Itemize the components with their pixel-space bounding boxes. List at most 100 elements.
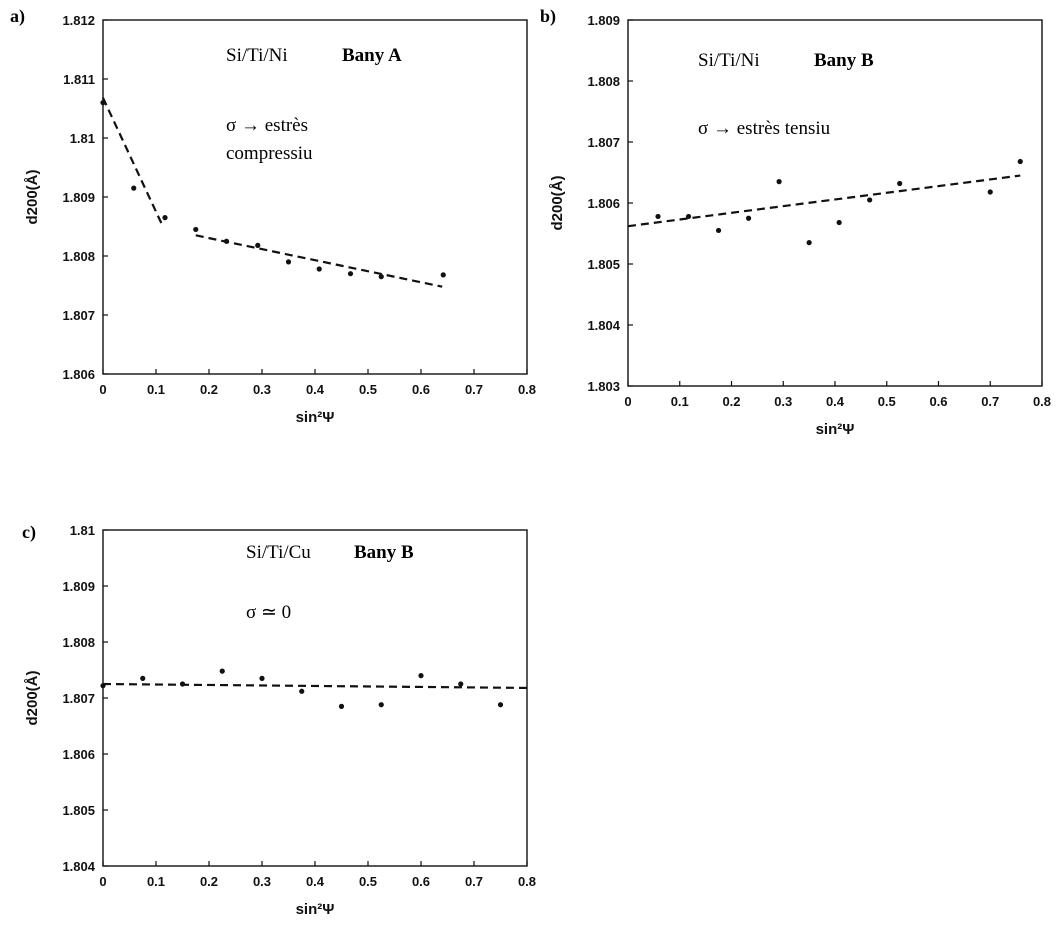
y-tick-label: 1.806: [587, 196, 620, 211]
y-tick-label: 1.807: [62, 691, 95, 706]
x-tick-label: 0.8: [518, 382, 536, 397]
data-point: [836, 219, 842, 226]
y-tick-label: 1.808: [62, 635, 95, 650]
x-tick-label: 0.4: [306, 874, 325, 889]
stress-label: σ → estrès: [226, 115, 308, 136]
x-tick-label: 0.3: [253, 874, 271, 889]
data-point: [219, 668, 225, 674]
x-tick-label: 0: [99, 382, 106, 397]
sample-label: Si/Ti/Ni: [226, 45, 288, 66]
x-tick-label: 0: [99, 874, 106, 889]
x-axis-label: sin²Ψ: [296, 409, 335, 426]
plot-frame: [627, 19, 1043, 387]
data-point: [440, 272, 446, 278]
data-point: [162, 215, 168, 221]
x-tick-label: 0.5: [359, 382, 377, 397]
data-point: [497, 702, 504, 708]
data-point: [100, 683, 106, 689]
data-point: [897, 180, 903, 187]
data-point: [715, 227, 722, 234]
data-point: [806, 240, 812, 246]
data-point: [179, 681, 186, 687]
bath-label: Bany B: [354, 542, 414, 563]
data-point: [987, 189, 993, 195]
chart-panel-a: a) 0 0.1 0.2 0.3 0.4 0.5 0.6 0.7 0.8 1.806 1.807 1.8…: [10, 6, 536, 426]
x-tick-label: 0.2: [722, 394, 740, 409]
data-point: [745, 215, 752, 221]
panel-label: a): [10, 6, 25, 27]
data-point: [378, 702, 384, 708]
x-tick-label: 0.8: [1033, 394, 1051, 409]
y-tick-label: 1.812: [62, 13, 95, 28]
data-point: [131, 185, 137, 191]
data-point: [193, 226, 199, 233]
x-tick-label: 0.6: [412, 874, 430, 889]
y-tick-label: 1.811: [63, 72, 95, 87]
stress-label: σ → estrès tensiu: [698, 118, 831, 139]
y-axis-label: d200(Å): [549, 175, 566, 230]
y-tick-label: 1.805: [587, 257, 620, 272]
x-tick-label: 0.7: [465, 382, 483, 397]
x-tick-label: 0.1: [147, 382, 165, 397]
x-tick-label: 0.3: [253, 382, 271, 397]
x-tick-label: 0.4: [826, 394, 845, 409]
x-tick-label: 0.2: [200, 874, 218, 889]
sample-label: Si/Ti/Cu: [246, 542, 311, 563]
fit-line: [102, 682, 528, 690]
x-tick-label: 0.7: [465, 874, 483, 889]
x-tick-label: 0: [624, 394, 631, 409]
data-point: [338, 703, 345, 710]
y-tick-label: 1.805: [62, 803, 95, 818]
bath-label: Bany B: [814, 50, 874, 71]
data-point: [285, 259, 292, 265]
plot-frame: [102, 19, 528, 375]
data-point: [867, 197, 873, 203]
x-tick-label: 0.5: [878, 394, 896, 409]
y-tick-label: 1.808: [587, 74, 620, 89]
chart-panel-b: b) 0 0.1 0.2 0.3 0.4 0.5 0.6 0.7 0.8 1.803 1.804 1.8…: [540, 6, 1051, 438]
y-tick-label: 1.807: [587, 135, 620, 150]
y-tick-label: 1.809: [62, 579, 95, 594]
x-tick-label: 0.6: [412, 382, 430, 397]
data-point: [655, 213, 661, 220]
stress-label: σ ≃ 0: [246, 602, 291, 623]
x-tick-label: 0.4: [306, 382, 325, 397]
data-point: [100, 100, 106, 106]
y-tick-label: 1.809: [587, 13, 620, 28]
x-tick-label: 0.1: [671, 394, 689, 409]
fit-line: [102, 97, 164, 226]
fit-line: [627, 174, 1021, 228]
y-tick-label: 1.81: [70, 131, 95, 146]
x-tick-label: 0.3: [774, 394, 792, 409]
y-tick-label: 1.806: [62, 747, 95, 762]
data-point: [378, 274, 384, 280]
panel-label: c): [22, 522, 36, 543]
data-point: [255, 242, 261, 248]
data-point: [299, 688, 305, 694]
y-tick-label: 1.81: [70, 523, 95, 538]
y-tick-label: 1.803: [587, 379, 620, 394]
data-point: [140, 675, 146, 682]
fit-line: [195, 234, 443, 288]
x-tick-label: 0.7: [981, 394, 999, 409]
x-axis-label: sin²Ψ: [816, 421, 855, 438]
data-point: [347, 271, 354, 277]
panel-label: b): [540, 6, 556, 27]
y-tick-label: 1.804: [62, 859, 95, 874]
data-point: [259, 675, 265, 682]
sample-label: Si/Ti/Ni: [698, 50, 760, 71]
chart-panel-c: c) 0 0.1 0.2 0.3 0.4 0.5 0.6 0.7 0.8 1.804 1.805 1.8…: [22, 522, 536, 918]
data-point: [776, 179, 782, 185]
x-tick-label: 0.8: [518, 874, 536, 889]
data-point: [418, 673, 424, 679]
x-tick-label: 0.5: [359, 874, 377, 889]
data-point: [1017, 158, 1023, 165]
y-tick-label: 1.809: [62, 190, 95, 205]
x-tick-label: 0.6: [929, 394, 947, 409]
data-point: [458, 681, 464, 687]
bath-label: Bany A: [342, 45, 402, 66]
y-tick-label: 1.808: [62, 249, 95, 264]
data-point: [685, 213, 692, 220]
data-point: [316, 266, 322, 272]
